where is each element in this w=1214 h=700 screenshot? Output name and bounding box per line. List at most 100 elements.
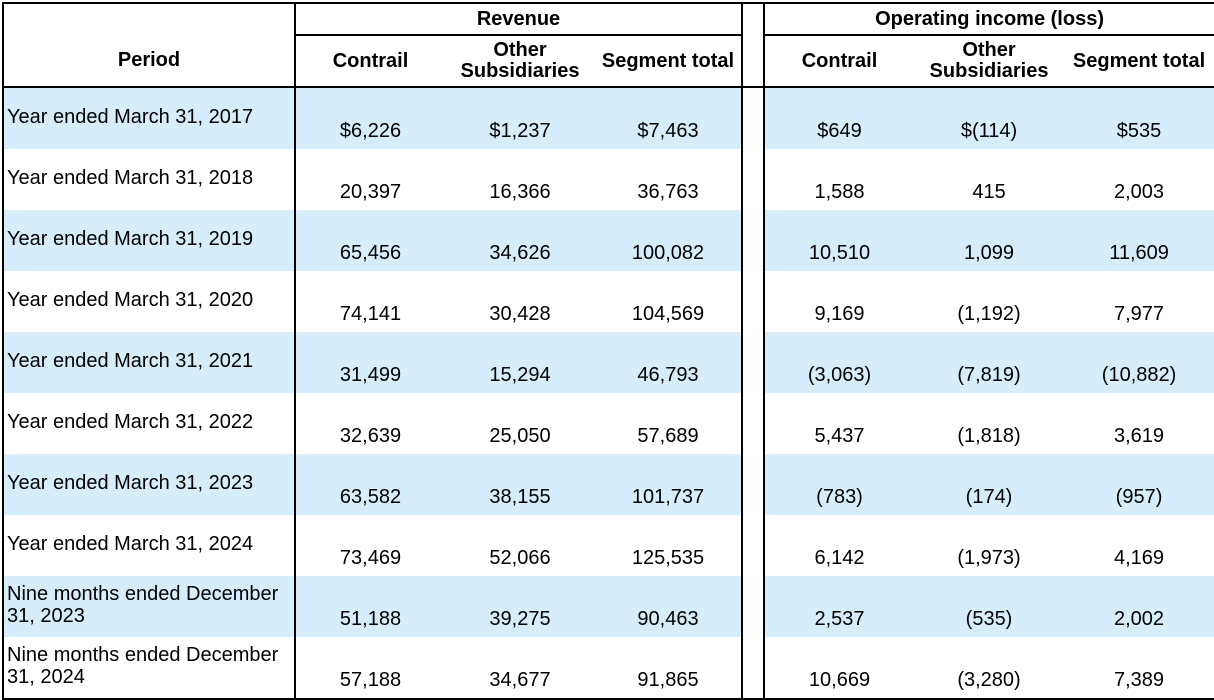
operating-segment-total-cell: 7,389 — [1064, 637, 1214, 700]
period-cell: Year ended March 31, 2022 — [2, 393, 295, 454]
operating-contrail-cell: 6,142 — [763, 515, 915, 576]
revenue-segment-total-cell: 104,569 — [595, 271, 744, 332]
operating-contrail-header: Contrail — [763, 35, 915, 88]
revenue-contrail-cell: 65,456 — [294, 210, 445, 271]
table-row: Year ended March 31, 2022 32,639 25,050 57,… — [2, 393, 1214, 454]
revenue-segment-total-cell: 125,535 — [595, 515, 744, 576]
revenue-contrail-cell: $6,226 — [294, 87, 445, 149]
revenue-segment-total-cell: 100,082 — [595, 210, 744, 271]
column-header-row: Period Contrail Other Subsidiaries Segme… — [2, 35, 1214, 88]
operating-contrail-cell: (3,063) — [763, 332, 915, 393]
period-cell: Year ended March 31, 2020 — [2, 271, 295, 332]
operating-segment-total-cell: 2,002 — [1064, 576, 1214, 637]
column-spacer — [742, 35, 765, 88]
revenue-other-subsidiaries-header: Other Subsidiaries — [445, 35, 595, 88]
period-cell: Year ended March 31, 2018 — [2, 149, 295, 210]
revenue-contrail-cell: 63,582 — [294, 454, 445, 515]
operating-other-subsidiaries-cell: 1,099 — [914, 210, 1065, 271]
revenue-contrail-cell: 57,188 — [294, 637, 445, 700]
period-cell: Year ended March 31, 2023 — [2, 454, 295, 515]
revenue-other-subsidiaries-cell: 25,050 — [489, 425, 551, 447]
period-header: Period — [2, 35, 295, 88]
revenue-other-subsidiaries-cell: $1,237 — [445, 87, 595, 149]
operating-other-subsidiaries-header: Other Subsidiaries — [914, 35, 1065, 88]
revenue-contrail-cell: 31,499 — [294, 332, 445, 393]
operating-income-group-header: Operating income (loss) — [763, 2, 1214, 36]
revenue-segment-total-cell: 90,463 — [595, 576, 744, 637]
column-spacer — [742, 149, 765, 210]
revenue-contrail-cell: 73,469 — [294, 515, 445, 576]
column-spacer — [742, 576, 765, 637]
operating-segment-total-cell: 2,003 — [1064, 149, 1214, 210]
revenue-contrail-cell: 51,188 — [294, 576, 445, 637]
column-spacer — [742, 2, 765, 35]
revenue-other-subsidiaries-cell: 52,066 — [489, 547, 551, 569]
revenue-other-subsidiaries-cell: 15,294 — [445, 332, 595, 393]
operating-other-subsidiaries-cell: $(114) — [914, 87, 1065, 149]
period-cell: Year ended March 31, 2024 — [2, 515, 295, 576]
operating-other-subsidiaries-cell: (3,280) — [914, 637, 1065, 700]
table-row: Nine months ended December 31, 2024 57,18… — [2, 637, 1214, 700]
operating-segment-total-cell: 11,609 — [1064, 210, 1214, 271]
operating-segment-total-cell: (957) — [1064, 454, 1214, 515]
operating-contrail-cell: 10,510 — [763, 210, 915, 271]
operating-contrail-cell: 2,537 — [763, 576, 915, 637]
operating-contrail-cell: (783) — [763, 454, 915, 515]
operating-segment-total-cell: $535 — [1064, 87, 1214, 149]
revenue-other-subsidiaries-cell: 30,428 — [489, 303, 551, 325]
table-row: Nine months ended December 31, 2023 51,18… — [2, 576, 1214, 637]
operating-other-subsidiaries-cell: (535) — [914, 576, 1065, 637]
revenue-other-subsidiaries-cell: 34,677 — [445, 637, 595, 700]
period-cell: Year ended March 31, 2017 — [2, 87, 295, 149]
revenue-contrail-cell: 74,141 — [294, 271, 445, 332]
column-spacer — [742, 515, 765, 576]
revenue-contrail-cell: 32,639 — [294, 393, 445, 454]
column-spacer — [742, 454, 765, 515]
revenue-segment-total-header: Segment total — [595, 35, 744, 88]
revenue-contrail-cell: 20,397 — [294, 149, 445, 210]
column-spacer — [742, 393, 765, 454]
column-spacer — [742, 637, 765, 700]
table-row: Year ended March 31, 2017 $6,226 $1,237 $7,… — [2, 87, 1214, 149]
operating-contrail-cell: 1,588 — [763, 149, 915, 210]
operating-segment-total-cell: 7,977 — [1064, 271, 1214, 332]
revenue-segment-total-cell: 46,793 — [595, 332, 744, 393]
revenue-other-subsidiaries-cell: 16,366 — [489, 181, 551, 203]
operating-segment-total-cell: (10,882) — [1064, 332, 1214, 393]
operating-segment-total-cell: 3,619 — [1064, 393, 1214, 454]
column-spacer — [742, 271, 765, 332]
table-row: Year ended March 31, 2019 65,456 34,626 100… — [2, 210, 1214, 271]
operating-other-subsidiaries-cell: (174) — [914, 454, 1065, 515]
revenue-segment-total-cell: 57,689 — [595, 393, 744, 454]
revenue-other-subsidiaries-cell: 39,275 — [445, 576, 595, 637]
operating-contrail-cell: 10,669 — [763, 637, 915, 700]
operating-other-subsidiaries-cell: (1,973) — [957, 547, 1021, 569]
period-cell: Nine months ended December 31, 2023 — [2, 576, 295, 637]
period-cell: Nine months ended December 31, 2024 — [2, 637, 295, 700]
period-cell: Year ended March 31, 2021 — [2, 332, 295, 393]
column-spacer — [742, 210, 765, 271]
period-group-blank — [2, 2, 295, 35]
revenue-segment-total-cell: 91,865 — [595, 637, 744, 700]
revenue-other-subsidiaries-cell: 38,155 — [445, 454, 595, 515]
column-spacer — [742, 87, 765, 149]
revenue-segment-total-cell: $7,463 — [595, 87, 744, 149]
revenue-segment-total-cell: 36,763 — [595, 149, 744, 210]
table-row: Year ended March 31, 2023 63,582 38,155 101… — [2, 454, 1214, 515]
period-cell: Year ended March 31, 2019 — [2, 210, 295, 271]
table-row: Year ended March 31, 2021 31,499 15,294 46,… — [2, 332, 1214, 393]
operating-segment-total-cell: 4,169 — [1064, 515, 1214, 576]
operating-contrail-cell: 9,169 — [763, 271, 915, 332]
table-body: Year ended March 31, 2017 $6,226 $1,237 $7,… — [2, 87, 1214, 700]
operating-other-subsidiaries-cell: (1,818) — [957, 425, 1021, 447]
table-row: Year ended March 31, 2024 73,469 52,066 125… — [2, 515, 1214, 576]
revenue-group-header: Revenue — [293, 2, 744, 36]
revenue-contrail-header: Contrail — [294, 35, 445, 88]
operating-other-subsidiaries-cell: (1,192) — [957, 303, 1021, 325]
column-spacer — [742, 332, 765, 393]
revenue-segment-total-cell: 101,737 — [595, 454, 744, 515]
operating-other-subsidiaries-cell: 415 — [972, 181, 1006, 203]
table-row: Year ended March 31, 2018 20,397 16,366 36,… — [2, 149, 1214, 210]
revenue-other-subsidiaries-cell: 34,626 — [445, 210, 595, 271]
operating-other-subsidiaries-cell: (7,819) — [914, 332, 1065, 393]
